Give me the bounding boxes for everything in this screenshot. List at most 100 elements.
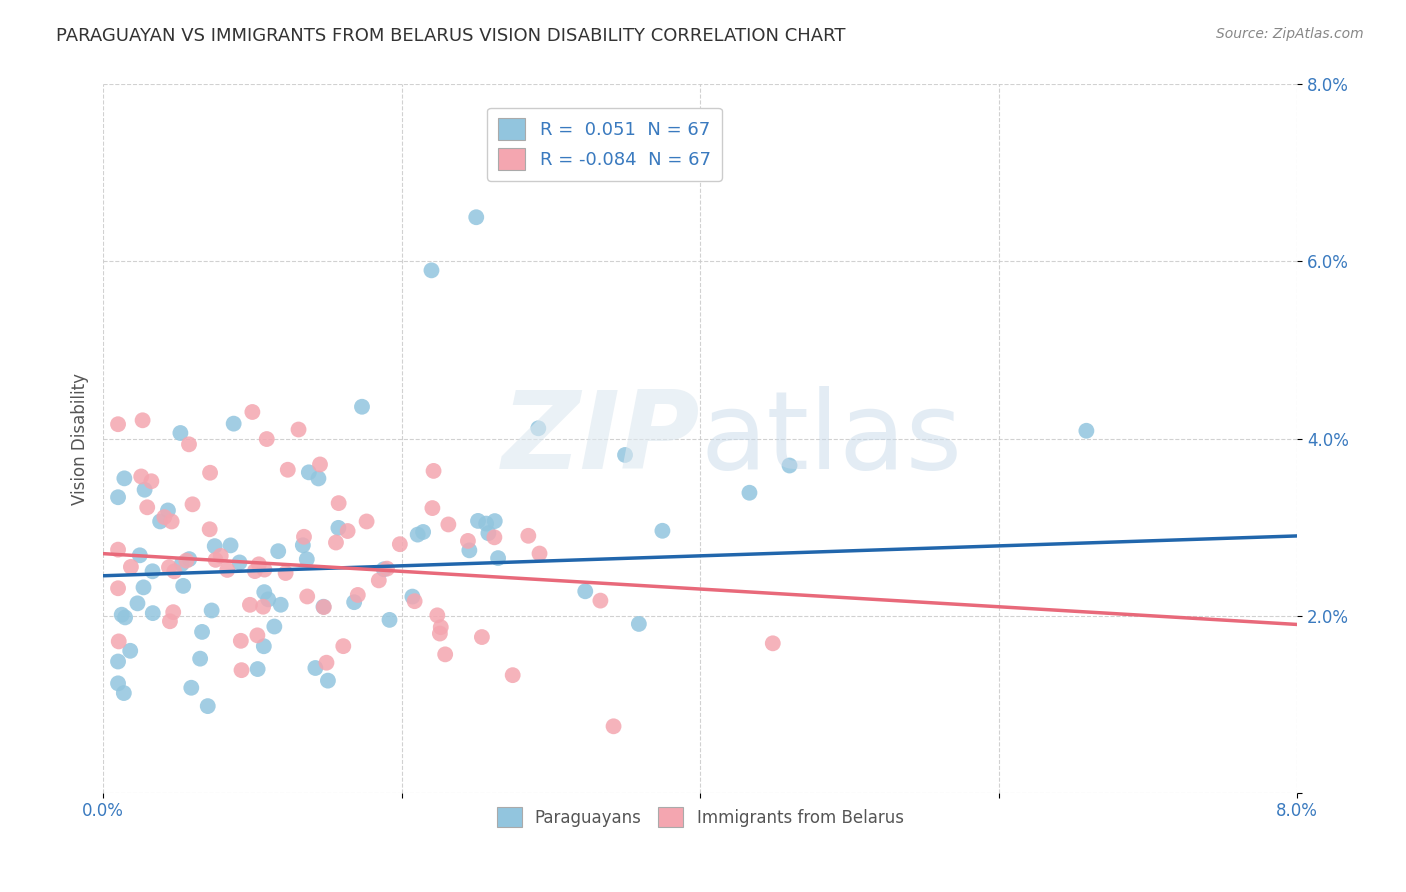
Point <box>401 590 423 604</box>
Point <box>467 514 489 528</box>
Point <box>169 425 191 440</box>
Point <box>228 556 250 570</box>
Point <box>246 628 269 642</box>
Point <box>434 648 457 662</box>
Point <box>107 490 129 504</box>
Point <box>107 655 129 669</box>
Point <box>429 620 451 634</box>
Point <box>312 600 335 615</box>
Point <box>127 596 149 610</box>
Point <box>627 616 650 631</box>
Point <box>219 538 242 552</box>
Point <box>243 564 266 578</box>
Point <box>304 661 326 675</box>
Point <box>350 400 373 414</box>
Point <box>475 516 498 531</box>
Point <box>188 651 211 665</box>
Point <box>367 574 389 588</box>
Point <box>231 663 253 677</box>
Point <box>253 585 276 599</box>
Point <box>420 263 443 277</box>
Point <box>356 515 378 529</box>
Point <box>316 673 339 688</box>
Point <box>159 614 181 628</box>
Point <box>502 668 524 682</box>
Point <box>291 538 314 552</box>
Point <box>246 662 269 676</box>
Point <box>239 598 262 612</box>
Point <box>107 676 129 690</box>
Point <box>309 458 332 472</box>
Point <box>160 515 183 529</box>
Point <box>307 471 329 485</box>
Point <box>484 514 506 528</box>
Point <box>343 595 366 609</box>
Point <box>162 605 184 619</box>
Point <box>762 636 785 650</box>
Point <box>373 562 395 576</box>
Point <box>129 469 152 483</box>
Point <box>134 483 156 497</box>
Point <box>209 549 232 563</box>
Point <box>240 405 263 419</box>
Point <box>422 501 444 516</box>
Point <box>486 551 509 566</box>
Point <box>477 526 499 541</box>
Point <box>252 599 274 614</box>
Point <box>484 530 506 544</box>
Point <box>181 497 204 511</box>
Point <box>177 437 200 451</box>
Point <box>172 579 194 593</box>
Point <box>527 421 550 435</box>
Point <box>253 563 276 577</box>
Point <box>222 417 245 431</box>
Point <box>471 630 494 644</box>
Point <box>136 500 159 515</box>
Point <box>517 529 540 543</box>
Point <box>157 560 180 574</box>
Text: atlas: atlas <box>700 385 962 491</box>
Point <box>197 699 219 714</box>
Point <box>179 552 201 566</box>
Point <box>388 537 411 551</box>
Point <box>458 543 481 558</box>
Point <box>315 656 337 670</box>
Point <box>198 466 221 480</box>
Point <box>602 719 624 733</box>
Point <box>204 553 226 567</box>
Point <box>176 554 198 568</box>
Point <box>149 515 172 529</box>
Point <box>120 644 142 658</box>
Point <box>180 681 202 695</box>
Point <box>422 464 444 478</box>
Point <box>114 610 136 624</box>
Text: PARAGUAYAN VS IMMIGRANTS FROM BELARUS VISION DISABILITY CORRELATION CHART: PARAGUAYAN VS IMMIGRANTS FROM BELARUS VI… <box>56 27 846 45</box>
Legend: Paraguayans, Immigrants from Belarus: Paraguayans, Immigrants from Belarus <box>489 800 910 834</box>
Point <box>328 496 350 510</box>
Point <box>457 533 479 548</box>
Point <box>142 606 165 620</box>
Point <box>253 639 276 653</box>
Point <box>156 503 179 517</box>
Point <box>529 547 551 561</box>
Point <box>257 592 280 607</box>
Point <box>107 417 129 432</box>
Point <box>779 458 801 473</box>
Point <box>295 552 318 566</box>
Point <box>437 517 460 532</box>
Point <box>120 560 142 574</box>
Point <box>277 463 299 477</box>
Point <box>107 581 129 595</box>
Point <box>336 524 359 538</box>
Point <box>412 524 434 539</box>
Point <box>312 599 335 614</box>
Y-axis label: Vision Disability: Vision Disability <box>72 373 89 505</box>
Point <box>132 580 155 594</box>
Point <box>111 607 134 622</box>
Point <box>426 608 449 623</box>
Text: Source: ZipAtlas.com: Source: ZipAtlas.com <box>1216 27 1364 41</box>
Point <box>170 557 193 571</box>
Point <box>298 466 321 480</box>
Point <box>141 475 163 489</box>
Point <box>263 619 285 633</box>
